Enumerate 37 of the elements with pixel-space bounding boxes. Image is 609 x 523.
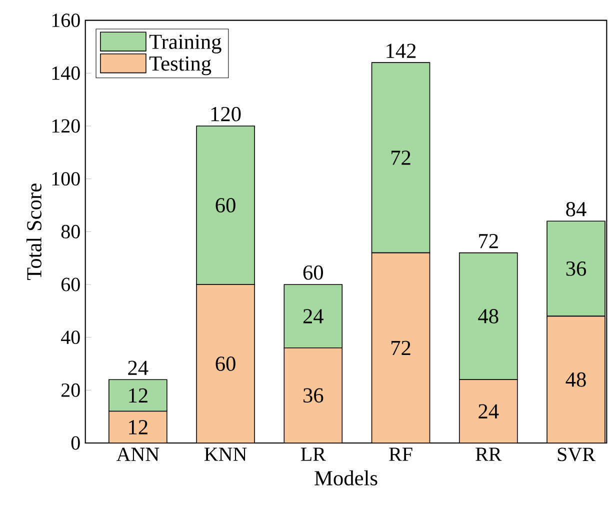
annotation: 60 [303, 265, 323, 280]
data-label: 72 [392, 340, 410, 355]
annotation: 24 [128, 360, 148, 375]
data-label: 12 [129, 388, 148, 402]
y-tick-label: 80 [61, 224, 80, 238]
annotation: 84 [566, 202, 586, 216]
x-tick-label: SVR [558, 448, 596, 462]
y-tick-label: 160 [52, 14, 80, 28]
data-label: 60 [216, 198, 236, 212]
data-label: 12 [129, 420, 148, 434]
y-tick-label: 20 [62, 383, 80, 397]
y-tick-label: 40 [61, 330, 80, 344]
y-tick-label: 100 [52, 172, 80, 186]
x-tick-label: RR [476, 448, 502, 461]
data-label: 48 [478, 309, 498, 324]
data-label: 36 [566, 261, 586, 276]
y-tick-label: 140 [52, 66, 80, 80]
legend-label: Testing [149, 56, 212, 76]
annotation: 142 [386, 44, 416, 58]
data-label: 48 [566, 372, 586, 387]
x-tick-label: KNN [204, 448, 247, 461]
data-label: 24 [478, 404, 499, 418]
data-label: 72 [392, 150, 410, 165]
annotation: 72 [479, 234, 498, 248]
y-axis-title: Total Score [26, 184, 42, 280]
x-tick-label: ANN [116, 448, 160, 461]
data-label: 60 [216, 356, 236, 371]
x-tick-label: RF [389, 448, 412, 461]
data-label: 36 [304, 388, 324, 403]
y-tick-label: 0 [71, 436, 80, 450]
x-axis-title: Models [314, 470, 378, 486]
y-tick-label: 60 [61, 278, 80, 292]
y-tick-label: 120 [52, 119, 80, 133]
x-tick-label: LR [300, 448, 326, 461]
data-label: 24 [303, 309, 324, 324]
annotation: 120 [211, 106, 241, 122]
legend-label: Training [149, 34, 222, 54]
